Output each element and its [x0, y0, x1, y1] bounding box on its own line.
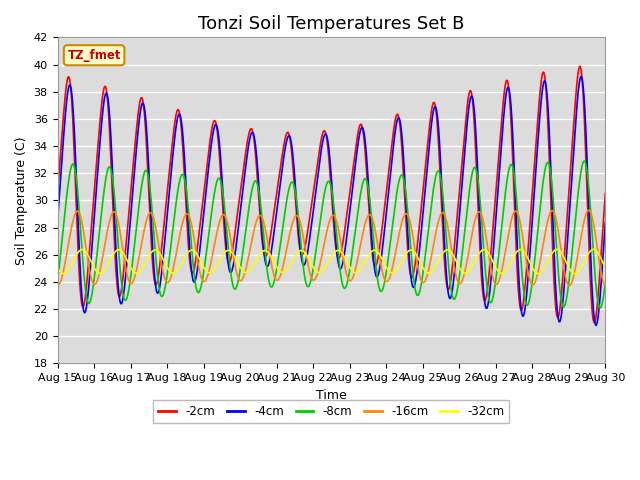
-2cm [359, 128, 367, 134]
-4cm [553, 303, 561, 309]
-8cm [602, 280, 609, 286]
-16cm [602, 283, 609, 288]
Line: -8cm: -8cm [58, 161, 605, 308]
-4cm [207, 150, 214, 156]
-32cm [602, 265, 609, 271]
-32cm [348, 266, 355, 272]
-4cm [348, 198, 355, 204]
-2cm [591, 320, 598, 325]
-4cm [592, 323, 600, 328]
Line: -16cm: -16cm [58, 210, 605, 286]
-2cm [207, 136, 214, 142]
Y-axis label: Soil Temperature (C): Soil Temperature (C) [15, 136, 28, 264]
-8cm [359, 180, 367, 185]
Legend: -2cm, -4cm, -8cm, -16cm, -32cm: -2cm, -4cm, -8cm, -16cm, -32cm [154, 400, 509, 423]
Line: -2cm: -2cm [58, 66, 605, 323]
-16cm [585, 207, 593, 213]
-4cm [568, 170, 576, 176]
-32cm [54, 264, 61, 270]
X-axis label: Time: Time [316, 389, 347, 402]
-2cm [348, 180, 355, 186]
-4cm [54, 218, 61, 224]
-4cm [602, 219, 609, 225]
-8cm [568, 250, 576, 255]
-32cm [491, 262, 499, 268]
-32cm [207, 270, 214, 276]
-16cm [348, 277, 355, 283]
Title: Tonzi Soil Temperatures Set B: Tonzi Soil Temperatures Set B [198, 15, 465, 33]
-16cm [568, 278, 576, 284]
Text: TZ_fmet: TZ_fmet [67, 49, 121, 62]
-8cm [553, 249, 561, 255]
-2cm [568, 144, 576, 150]
-8cm [348, 259, 355, 264]
-8cm [580, 158, 588, 164]
-4cm [491, 234, 499, 240]
-2cm [491, 207, 499, 213]
-32cm [568, 269, 576, 275]
-16cm [359, 229, 367, 235]
-8cm [54, 279, 61, 285]
Line: -32cm: -32cm [58, 249, 605, 274]
-16cm [207, 263, 214, 268]
-16cm [54, 282, 61, 288]
-16cm [491, 280, 499, 286]
-8cm [596, 305, 604, 311]
-16cm [553, 220, 561, 226]
Line: -4cm: -4cm [58, 77, 605, 325]
-32cm [571, 271, 579, 276]
-8cm [491, 287, 499, 292]
-4cm [359, 126, 367, 132]
-8cm [207, 219, 214, 225]
-32cm [590, 246, 598, 252]
-2cm [576, 63, 584, 69]
-4cm [577, 74, 585, 80]
-2cm [602, 191, 609, 196]
-2cm [54, 191, 61, 196]
-2cm [553, 312, 561, 318]
-32cm [359, 262, 367, 268]
-32cm [553, 247, 561, 252]
